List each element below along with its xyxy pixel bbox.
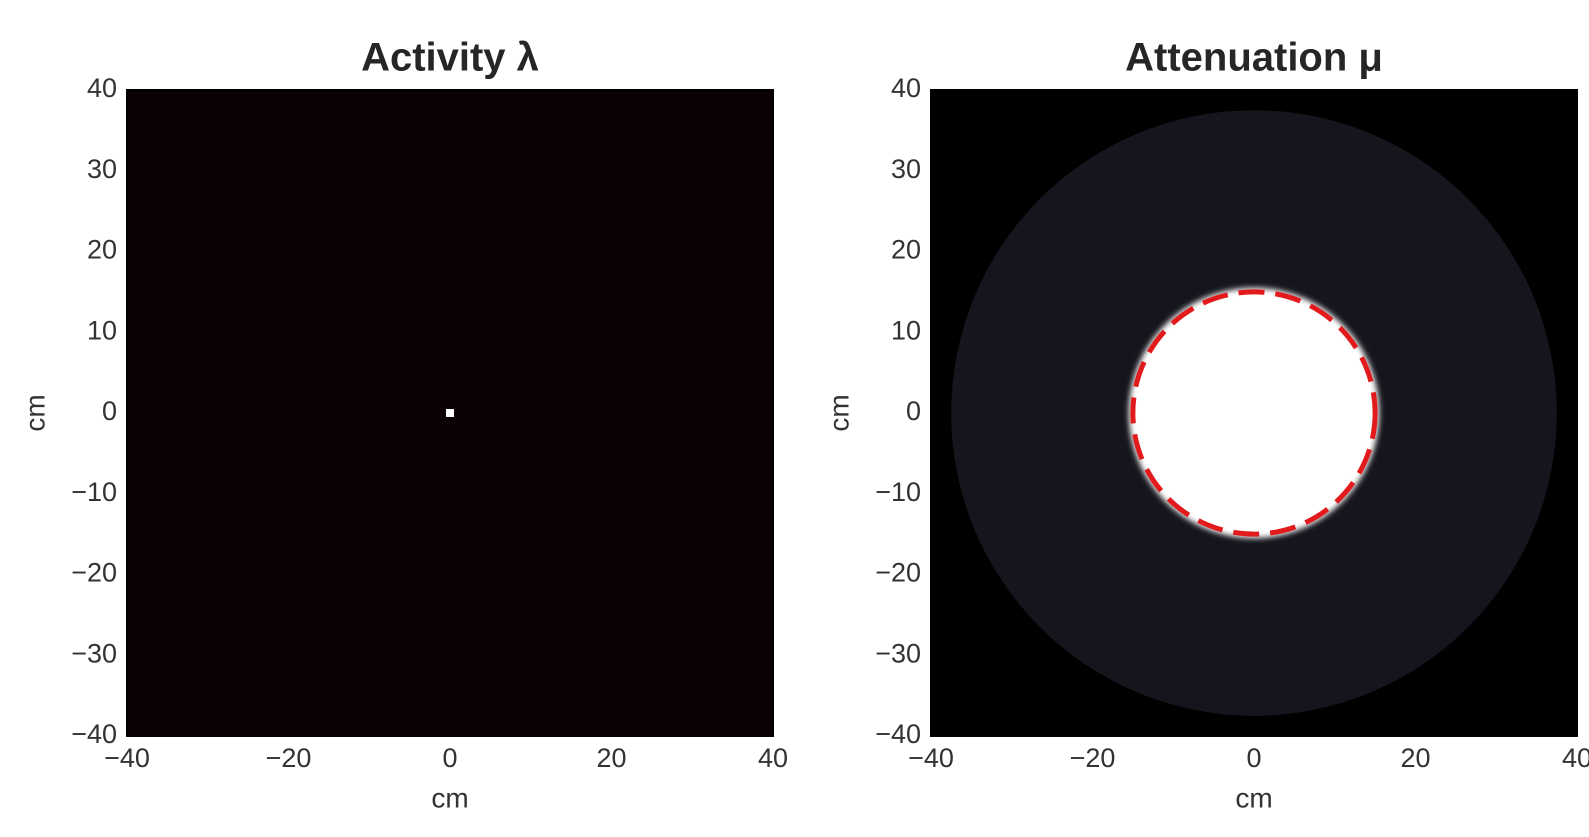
x-tick-label: 40	[758, 743, 788, 773]
x-axis-label: cm	[1235, 782, 1272, 813]
chart-title: Activity λ	[361, 36, 539, 80]
y-tick-label: −10	[71, 477, 117, 507]
y-tick-label: 40	[87, 73, 117, 103]
y-tick-label: −30	[71, 638, 117, 668]
x-tick-label: 20	[596, 743, 626, 773]
y-tick-label: 20	[87, 235, 117, 265]
y-tick-label: 10	[87, 315, 117, 345]
x-tick-label: 0	[442, 743, 457, 773]
x-tick-label: 20	[1400, 743, 1430, 773]
y-axis-label: cm	[823, 394, 854, 431]
y-tick-label: −10	[875, 477, 921, 507]
chart-title: Attenuation μ	[1125, 36, 1383, 80]
x-tick-label: 40	[1562, 743, 1589, 773]
x-tick-label: 0	[1246, 743, 1261, 773]
y-tick-label: 10	[891, 315, 921, 345]
x-axis-label: cm	[431, 782, 468, 813]
page: {"chart_data": [ {"type": "image", "titl…	[0, 0, 1589, 837]
y-tick-label: 40	[891, 73, 921, 103]
y-tick-label: 30	[87, 154, 117, 184]
intensity-disk	[1129, 288, 1379, 538]
y-tick-label: −30	[875, 638, 921, 668]
x-tick-label: −20	[266, 743, 312, 773]
point-source	[446, 409, 454, 417]
figure: Activity λ cm cm −40 −20 0 20 40 −40 −30 −20 −10 0 10…	[0, 0, 1589, 837]
y-tick-label: −40	[875, 719, 921, 749]
y-tick-label: −20	[71, 558, 117, 588]
y-tick-label: 0	[102, 396, 117, 426]
x-tick-label: −20	[1070, 743, 1116, 773]
y-tick-label: 0	[906, 396, 921, 426]
y-tick-label: −20	[875, 558, 921, 588]
y-axis-label: cm	[19, 394, 50, 431]
y-tick-label: 30	[891, 154, 921, 184]
y-tick-label: −40	[71, 719, 117, 749]
y-tick-label: 20	[891, 235, 921, 265]
